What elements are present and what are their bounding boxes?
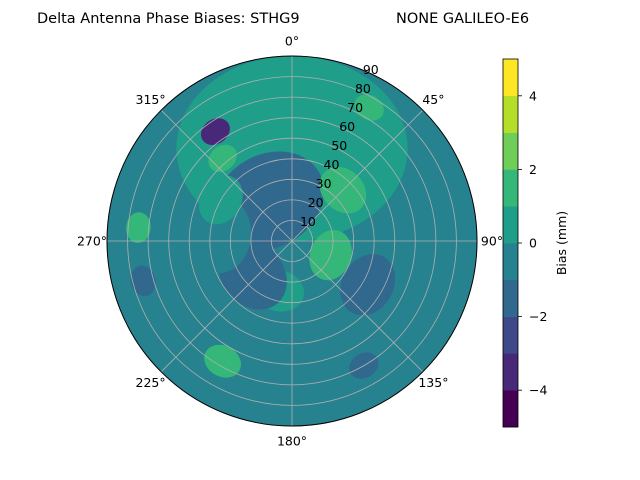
- chart-title: Delta Antenna Phase Biases: STHG9: [37, 11, 300, 27]
- theta-tick-label: 225°: [136, 375, 166, 390]
- angular-gridline: [291, 109, 424, 242]
- theta-tick-label: 315°: [136, 92, 166, 107]
- contour-region: [412, 149, 439, 179]
- radial-tick-label: 60: [339, 119, 355, 134]
- colorbar-band: [503, 95, 518, 133]
- theta-tick-label: 270°: [77, 234, 107, 249]
- contour-region: [204, 344, 242, 378]
- radial-tick-label: 50: [331, 138, 347, 153]
- radial-tick-label: 20: [308, 195, 324, 210]
- colorbar: −4 −2 0 2 4 Bias (mm): [502, 58, 569, 428]
- colorbar-band: [503, 353, 518, 391]
- theta-tick-label: 180°: [277, 434, 307, 449]
- colorbar-tick-label: 2: [529, 162, 537, 177]
- chart-subtitle: NONE GALILEO-E6: [396, 11, 529, 27]
- radial-tick-labels: 10 20 30 40 50 60 70 80 90: [300, 62, 379, 229]
- radial-tick-label: 40: [324, 157, 340, 172]
- theta-tick-label: 135°: [418, 375, 448, 390]
- contour-regions: [126, 56, 439, 379]
- colorbar-band: [503, 206, 518, 244]
- colorbar-tick-label: 0: [529, 236, 537, 251]
- colorbar-tick-label: −4: [529, 383, 547, 398]
- radial-tick-label: 70: [347, 100, 363, 115]
- plot-outline: [106, 55, 478, 427]
- radial-tick-label: 10: [300, 214, 316, 229]
- theta-tick-label: 0°: [285, 34, 299, 49]
- colorbar-tick-label: −2: [529, 309, 547, 324]
- colorbar-band: [503, 390, 518, 428]
- colorbar-band: [503, 279, 518, 317]
- angular-gridline: [160, 109, 293, 242]
- contour-region: [340, 254, 396, 316]
- polar-grid: [106, 55, 478, 427]
- contour-region: [130, 265, 156, 297]
- colorbar-bands: [503, 59, 518, 428]
- colorbar-label: Bias (mm): [554, 211, 569, 275]
- contour-region: [354, 94, 384, 121]
- theta-tick-labels: 0° 45° 90° 135° 180° 225° 270° 315°: [77, 34, 503, 449]
- contour-region: [208, 144, 237, 172]
- theta-tick-label: 45°: [422, 92, 444, 107]
- colorbar-band: [503, 316, 518, 354]
- contour-region: [126, 212, 151, 243]
- angular-gridline: [160, 240, 293, 373]
- angular-gridline: [291, 240, 424, 373]
- colorbar-band: [503, 243, 518, 281]
- theta-tick-label: 90°: [481, 234, 503, 249]
- contour-region: [200, 118, 230, 145]
- colorbar-ticks: −4 −2 0 2 4: [518, 88, 547, 398]
- colorbar-band: [503, 169, 518, 207]
- radial-tick-label: 80: [355, 81, 371, 96]
- colorbar-band: [503, 59, 518, 97]
- colorbar-tick-label: 4: [529, 88, 537, 103]
- radial-tick-label: 90: [363, 62, 379, 77]
- colorbar-band: [503, 132, 518, 170]
- radial-tick-label: 30: [316, 176, 332, 191]
